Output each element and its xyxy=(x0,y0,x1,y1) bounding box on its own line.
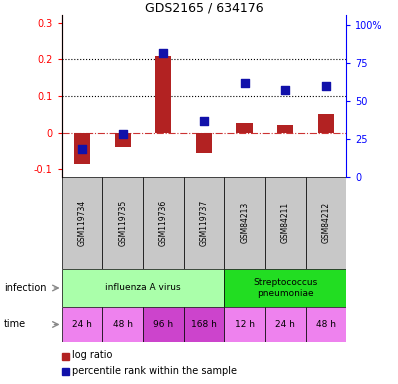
Text: GSM119734: GSM119734 xyxy=(78,200,86,246)
Bar xyxy=(306,177,346,269)
Text: GSM119736: GSM119736 xyxy=(159,200,168,246)
Point xyxy=(201,118,207,124)
Bar xyxy=(143,307,183,342)
Text: GSM119737: GSM119737 xyxy=(199,200,209,246)
Text: GSM84212: GSM84212 xyxy=(322,202,330,243)
Text: GSM84211: GSM84211 xyxy=(281,202,290,243)
Bar xyxy=(62,269,224,307)
Text: percentile rank within the sample: percentile rank within the sample xyxy=(72,366,237,376)
Bar xyxy=(224,269,346,307)
Point xyxy=(242,80,248,86)
Point xyxy=(323,83,329,89)
Text: time: time xyxy=(4,319,26,329)
Bar xyxy=(115,132,131,147)
Bar xyxy=(277,125,293,132)
Point xyxy=(79,146,85,152)
Bar xyxy=(62,307,102,342)
Title: GDS2165 / 634176: GDS2165 / 634176 xyxy=(144,1,263,14)
Bar xyxy=(196,132,212,153)
Text: 48 h: 48 h xyxy=(113,320,133,329)
Point xyxy=(160,50,166,56)
Bar xyxy=(183,307,224,342)
Text: 24 h: 24 h xyxy=(72,320,92,329)
Bar xyxy=(62,177,102,269)
Bar xyxy=(265,177,306,269)
Point xyxy=(282,88,289,94)
Text: 48 h: 48 h xyxy=(316,320,336,329)
Bar xyxy=(236,124,253,132)
Bar xyxy=(143,177,183,269)
Point xyxy=(119,131,126,137)
Bar xyxy=(102,177,143,269)
Bar xyxy=(74,132,90,164)
Text: GSM119735: GSM119735 xyxy=(118,200,127,246)
Text: GSM84213: GSM84213 xyxy=(240,202,249,243)
Bar xyxy=(224,307,265,342)
Text: log ratio: log ratio xyxy=(72,350,112,360)
Bar xyxy=(224,177,265,269)
Bar xyxy=(102,307,143,342)
Bar xyxy=(318,114,334,132)
Bar xyxy=(306,307,346,342)
Text: Streptococcus
pneumoniae: Streptococcus pneumoniae xyxy=(253,278,318,298)
Text: 12 h: 12 h xyxy=(235,320,255,329)
Text: influenza A virus: influenza A virus xyxy=(105,283,181,293)
Bar xyxy=(155,56,172,132)
Text: 24 h: 24 h xyxy=(275,320,295,329)
Text: 96 h: 96 h xyxy=(153,320,174,329)
Bar xyxy=(265,307,306,342)
Text: 168 h: 168 h xyxy=(191,320,217,329)
Bar xyxy=(183,177,224,269)
Text: infection: infection xyxy=(4,283,47,293)
